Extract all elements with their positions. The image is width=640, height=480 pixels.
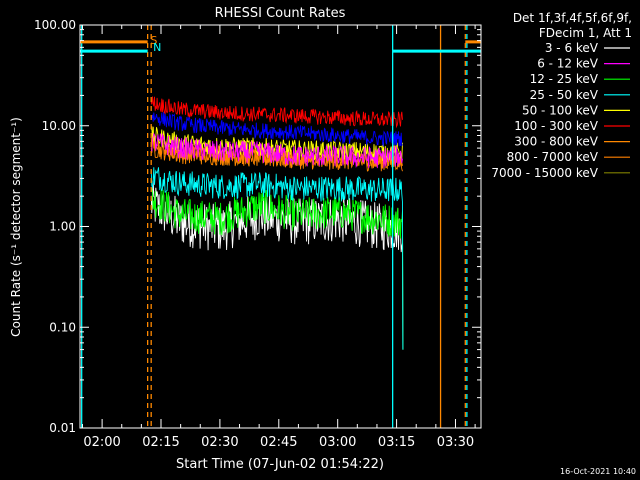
x-axis-label: Start Time (07-Jun-02 01:54:22)	[176, 457, 384, 472]
y-axis-label: Count Rate (s⁻¹ detector segment⁻¹)	[9, 117, 23, 337]
x-tick-label: 03:00	[319, 435, 356, 450]
x-tick-label: 03:30	[437, 435, 474, 450]
series-800-7000-kev	[150, 136, 403, 169]
legend-label-100-300-kev: 100 - 300 keV	[514, 119, 598, 133]
x-tick-label: 02:30	[201, 435, 238, 450]
legend-header-1: Det 1f,3f,4f,5f,6f,9f,	[513, 11, 632, 25]
x-tick-label: 02:15	[142, 435, 179, 450]
x-tick-label: 02:00	[83, 435, 120, 450]
y-tick-label: 10.00	[42, 119, 76, 133]
annotation-s: S	[150, 34, 157, 47]
legend-label-7000-15000-kev: 7000 - 15000 keV	[491, 166, 598, 180]
y-tick-label: 100.00	[34, 18, 76, 32]
series-6-12-kev	[150, 132, 403, 169]
legend-label-50-100-kev: 50 - 100 keV	[522, 103, 599, 117]
annotation-n: N	[153, 41, 161, 54]
x-tick-labels: 02:00 02:15 02:30 02:45 03:00 03:15 03:30	[83, 435, 474, 450]
timestamp: 16-Oct-2021 10:40	[560, 467, 636, 476]
series-lines	[150, 96, 404, 350]
y-tick-label: 1.00	[49, 220, 76, 234]
legend-header-2: FDecim 1, Att 1	[539, 26, 632, 40]
series-50-100-kev	[150, 126, 403, 163]
legend-label-800-7000-kev: 800 - 7000 keV	[507, 150, 599, 164]
legend-label-12-25-kev: 12 - 25 keV	[530, 72, 599, 86]
series-blue-band	[150, 111, 403, 148]
y-tick-label: 0.01	[49, 421, 76, 435]
series-12-25-kev	[150, 187, 404, 350]
x-tick-label: 02:45	[260, 435, 297, 450]
chart-title: RHESSI Count Rates	[215, 6, 346, 21]
series-100-300-kev	[150, 96, 403, 129]
y-tick-label: 0.10	[49, 320, 76, 334]
legend-label-6-12-kev: 6 - 12 keV	[537, 57, 599, 71]
x-tick-label: 03:15	[378, 435, 415, 450]
legend-label-3-6-kev: 3 - 6 keV	[545, 41, 599, 55]
plot-axes	[79, 24, 482, 429]
legend-label-25-50-kev: 25 - 50 keV	[530, 88, 599, 102]
y-axis-title: Count Rate (s⁻¹ detector segment⁻¹)	[9, 117, 23, 337]
legend: Det 1f,3f,4f,5f,6f,9f, FDecim 1, Att 1 3…	[491, 11, 632, 180]
y-tick-labels: 0.01 0.10 1.00 10.00 100.00	[34, 18, 76, 435]
series-25-50-kev	[150, 167, 404, 350]
legend-label-300-800-kev: 300 - 800 keV	[514, 135, 598, 149]
